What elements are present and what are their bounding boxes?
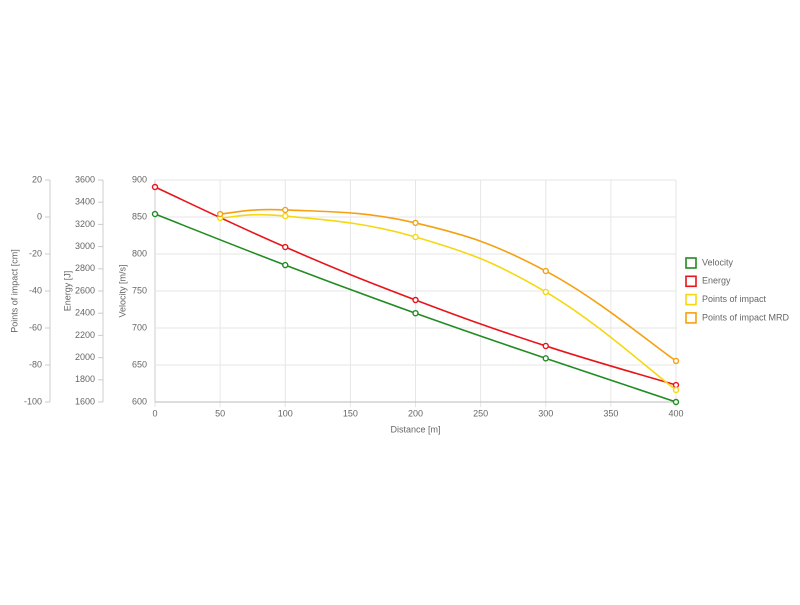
y-tick-label: 3000 <box>75 241 95 251</box>
series-line <box>220 213 677 391</box>
axis-title: Velocity [m/s] <box>117 264 127 317</box>
legend-swatch <box>685 275 697 288</box>
axis-title: Energy [J] <box>62 271 72 312</box>
x-tick-label: 250 <box>473 408 488 418</box>
legend-swatch <box>685 293 697 306</box>
y-tick-label: 900 <box>132 174 147 184</box>
x-tick-label: 150 <box>343 408 358 418</box>
y-tick-label: 20 <box>32 174 42 184</box>
x-tick-label: 50 <box>215 408 225 418</box>
data-point <box>672 386 680 394</box>
data-point <box>282 243 289 251</box>
y-tick-label: 0 <box>37 211 42 221</box>
y-tick-label: 650 <box>132 359 147 369</box>
data-point <box>151 210 159 218</box>
y-tick-label: 2600 <box>75 285 95 295</box>
y-tick-label: 2400 <box>75 308 95 318</box>
data-point <box>542 342 549 350</box>
y-tick-label: 1600 <box>75 396 95 406</box>
axis-title: Points of impact [cm] <box>9 249 19 333</box>
y-tick-label: 3400 <box>75 197 95 207</box>
y-tick-label: 600 <box>132 396 147 406</box>
y-tick-label: -60 <box>29 322 42 332</box>
data-point <box>412 233 419 241</box>
y-tick-label: 2000 <box>75 352 95 362</box>
y-tick-label: 2200 <box>75 330 95 340</box>
data-point <box>412 296 419 304</box>
y-tick-label: 750 <box>132 285 147 295</box>
x-tick-label: 100 <box>278 408 293 418</box>
x-tick-label: 200 <box>408 408 423 418</box>
data-point <box>412 310 419 317</box>
x-tick-label: 350 <box>603 408 618 418</box>
data-point <box>216 210 224 218</box>
data-point <box>672 381 680 389</box>
y-tick-label: -80 <box>29 359 42 369</box>
data-point <box>542 267 549 275</box>
legend-swatch <box>685 257 697 269</box>
data-point <box>282 212 289 220</box>
data-point <box>672 398 680 406</box>
legend-label: Points of impact MRD <box>702 312 790 322</box>
x-axis-title: Distance [m] <box>390 424 440 434</box>
legend-label: Velocity <box>702 257 734 267</box>
x-tick-label: 300 <box>538 408 553 418</box>
y-tick-label: 2800 <box>75 263 95 273</box>
data-point <box>282 261 289 269</box>
data-point <box>412 219 419 227</box>
legend-label: Points of impact <box>702 294 767 304</box>
data-point <box>672 357 680 365</box>
x-tick-label: 400 <box>668 408 683 418</box>
data-point <box>542 355 549 362</box>
y-tick-label: 800 <box>132 248 147 258</box>
legend-label: Energy <box>702 276 731 286</box>
y-tick-label: 3200 <box>75 219 95 229</box>
data-point <box>282 206 289 214</box>
y-tick-label: -20 <box>29 248 42 258</box>
data-point <box>151 183 159 191</box>
data-point <box>542 288 549 296</box>
x-tick-label: 0 <box>152 408 157 418</box>
legend-swatch <box>685 312 697 324</box>
y-tick-label: 3600 <box>75 174 95 184</box>
y-tick-label: -40 <box>29 285 42 295</box>
y-tick-label: 1800 <box>75 374 95 384</box>
y-tick-label: 700 <box>132 322 147 332</box>
y-tick-label: -100 <box>24 396 42 406</box>
y-tick-label: 850 <box>132 211 147 221</box>
series-line <box>220 208 677 362</box>
